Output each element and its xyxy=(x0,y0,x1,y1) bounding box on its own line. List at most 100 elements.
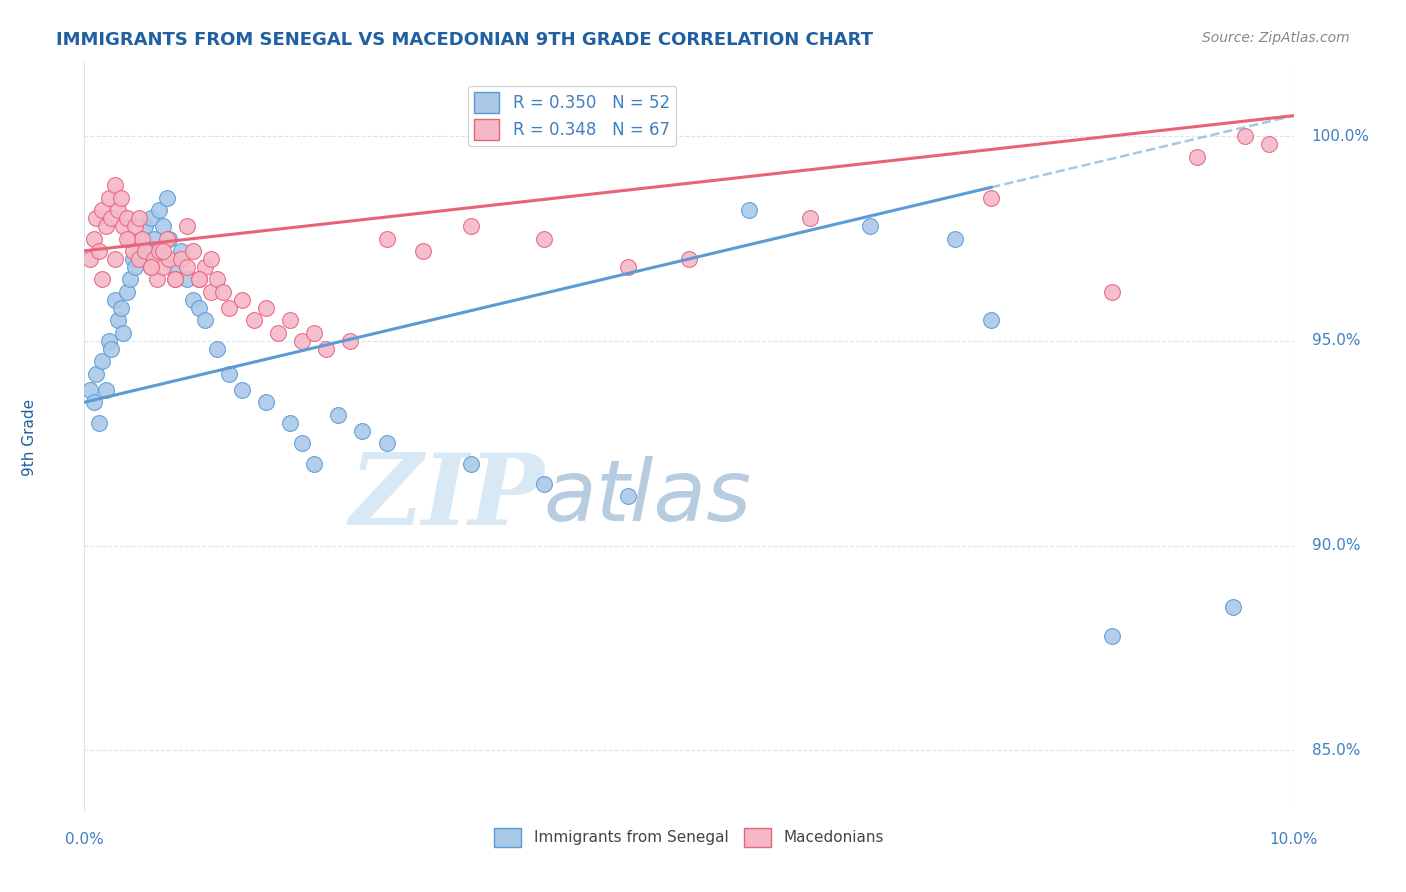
Point xyxy=(170,244,193,258)
Point xyxy=(460,219,482,234)
Point xyxy=(91,354,114,368)
Point xyxy=(533,231,555,245)
Point xyxy=(128,211,150,225)
Point xyxy=(100,342,122,356)
Point xyxy=(194,313,217,327)
Point xyxy=(176,272,198,286)
Point xyxy=(115,211,138,225)
Point xyxy=(112,326,135,340)
Point xyxy=(94,383,117,397)
Text: atlas: atlas xyxy=(544,456,752,539)
Point xyxy=(143,231,166,245)
Point xyxy=(412,244,434,258)
Point xyxy=(134,219,156,234)
Point xyxy=(128,252,150,266)
Point xyxy=(120,272,142,286)
Point xyxy=(980,190,1002,204)
Point xyxy=(194,260,217,275)
Point xyxy=(139,211,162,225)
Point xyxy=(254,301,277,315)
Text: 10.0%: 10.0% xyxy=(1270,832,1317,847)
Point xyxy=(212,285,235,299)
Point xyxy=(134,244,156,258)
Point xyxy=(200,285,222,299)
Point xyxy=(980,313,1002,327)
Point xyxy=(121,244,143,258)
Point xyxy=(86,367,108,381)
Point xyxy=(339,334,361,348)
Text: 90.0%: 90.0% xyxy=(1312,538,1360,553)
Point xyxy=(375,231,398,245)
Point xyxy=(94,219,117,234)
Point xyxy=(146,272,169,286)
Point xyxy=(152,260,174,275)
Point xyxy=(165,272,187,286)
Point xyxy=(1222,599,1244,614)
Point xyxy=(218,367,240,381)
Point xyxy=(188,301,211,315)
Point xyxy=(139,260,162,275)
Point xyxy=(799,211,821,225)
Point xyxy=(120,231,142,245)
Point xyxy=(110,301,132,315)
Point xyxy=(146,244,169,258)
Point xyxy=(302,457,325,471)
Point xyxy=(83,231,105,245)
Point xyxy=(352,424,374,438)
Point xyxy=(1258,137,1281,152)
Point xyxy=(859,219,882,234)
Point xyxy=(91,202,114,217)
Point xyxy=(115,285,138,299)
Text: IMMIGRANTS FROM SENEGAL VS MACEDONIAN 9TH GRADE CORRELATION CHART: IMMIGRANTS FROM SENEGAL VS MACEDONIAN 9T… xyxy=(56,31,873,49)
Point xyxy=(943,231,966,245)
Point xyxy=(143,252,166,266)
Point xyxy=(157,252,180,266)
Point xyxy=(121,252,143,266)
Point xyxy=(231,293,253,307)
Point xyxy=(278,416,301,430)
Legend: Immigrants from Senegal, Macedonians: Immigrants from Senegal, Macedonians xyxy=(488,822,890,853)
Point xyxy=(291,334,314,348)
Point xyxy=(176,260,198,275)
Point xyxy=(207,342,229,356)
Text: 85.0%: 85.0% xyxy=(1312,743,1360,758)
Text: 0.0%: 0.0% xyxy=(65,832,104,847)
Text: Source: ZipAtlas.com: Source: ZipAtlas.com xyxy=(1202,31,1350,45)
Point xyxy=(104,252,127,266)
Point xyxy=(128,244,150,258)
Point xyxy=(188,272,211,286)
Point xyxy=(267,326,290,340)
Point xyxy=(375,436,398,450)
Point xyxy=(79,252,101,266)
Point xyxy=(678,252,700,266)
Point xyxy=(100,211,122,225)
Point xyxy=(278,313,301,327)
Point xyxy=(460,457,482,471)
Point xyxy=(188,272,211,286)
Point xyxy=(231,383,253,397)
Point xyxy=(157,231,180,245)
Point xyxy=(181,244,204,258)
Point xyxy=(131,231,153,245)
Point xyxy=(107,202,129,217)
Point xyxy=(242,313,264,327)
Point xyxy=(1234,129,1257,144)
Point xyxy=(328,408,350,422)
Text: 100.0%: 100.0% xyxy=(1312,128,1369,144)
Point xyxy=(136,252,159,266)
Point xyxy=(79,383,101,397)
Point xyxy=(107,313,129,327)
Text: 95.0%: 95.0% xyxy=(1312,334,1360,349)
Point xyxy=(124,260,146,275)
Point xyxy=(104,178,127,193)
Point xyxy=(115,231,138,245)
Point xyxy=(139,260,162,275)
Point xyxy=(218,301,240,315)
Point xyxy=(131,231,153,245)
Point xyxy=(207,272,229,286)
Point xyxy=(617,490,640,504)
Point xyxy=(181,293,204,307)
Point xyxy=(124,219,146,234)
Point xyxy=(302,326,325,340)
Point xyxy=(86,211,108,225)
